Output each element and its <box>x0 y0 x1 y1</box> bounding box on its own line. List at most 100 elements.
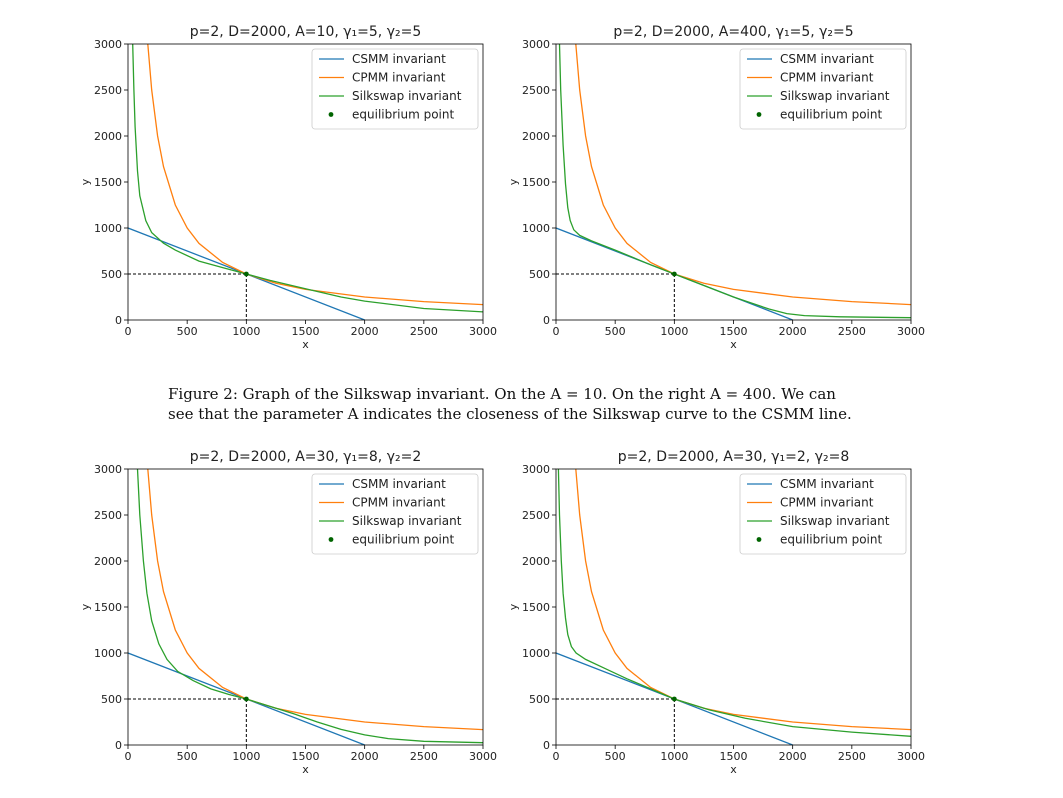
legend-label-silkswap-invariant: Silkswap invariant <box>352 89 462 103</box>
y-tick-label: 0 <box>115 314 122 327</box>
legend-label-csmm-invariant: CSMM invariant <box>780 477 874 491</box>
legend-swatch-equilibrium-point <box>328 537 334 542</box>
y-tick-label: 1500 <box>522 601 550 614</box>
y-tick-label: 2500 <box>94 509 122 522</box>
legend-label-equilibrium-point: equilibrium point <box>780 533 883 547</box>
chart-bottom-right: p=2, D=2000, A=30, γ₁=2, γ₂=8 0 500 1000 150… <box>507 449 925 776</box>
y-tick-label: 2000 <box>522 555 550 568</box>
y-tick-label: 3000 <box>522 463 550 476</box>
legend-label-equilibrium-point: equilibrium point <box>352 533 455 547</box>
x-tick-label: 500 <box>605 325 626 338</box>
x-tick-label: 500 <box>605 750 626 763</box>
x-axis-label: x <box>302 338 309 351</box>
figure-caption: Figure 2: Graph of the Silkswap invarian… <box>168 384 888 424</box>
x-tick-label: 1000 <box>660 325 688 338</box>
x-tick-label: 0 <box>125 750 132 763</box>
x-axis-label: x <box>302 763 309 776</box>
x-tick-label: 2500 <box>838 325 866 338</box>
x-tick-label: 3000 <box>469 325 497 338</box>
y-axis-label: y <box>79 178 92 185</box>
x-tick-label: 2000 <box>779 750 807 763</box>
legend-label-equilibrium-point: equilibrium point <box>780 108 883 122</box>
y-tick-label: 500 <box>101 268 122 281</box>
y-tick-label: 2000 <box>94 555 122 568</box>
y-tick-label: 3000 <box>94 463 122 476</box>
x-tick-label: 1000 <box>232 325 260 338</box>
legend-label-csmm-invariant: CSMM invariant <box>352 52 446 66</box>
caption-line-1: Figure 2: Graph of the Silkswap invarian… <box>168 385 836 403</box>
legend-box <box>311 473 479 555</box>
y-tick-label: 500 <box>101 693 122 706</box>
cpmm-invariant-line <box>575 44 911 306</box>
legend-label-silkswap-invariant: Silkswap invariant <box>352 514 462 528</box>
y-tick-label: 1500 <box>94 176 122 189</box>
x-tick-label: 500 <box>177 750 198 763</box>
legend-box <box>739 48 907 130</box>
x-tick-label: 0 <box>125 325 132 338</box>
equilibrium-point-marker <box>243 696 249 702</box>
y-tick-label: 3000 <box>94 38 122 51</box>
equilibrium-point-marker <box>243 271 249 277</box>
y-tick-label: 1000 <box>94 647 122 660</box>
silkswap-invariant-line <box>132 44 483 313</box>
y-tick-label: 2000 <box>522 130 550 143</box>
legend-label-cpmm-invariant: CPMM invariant <box>352 496 446 510</box>
x-tick-label: 1000 <box>232 750 260 763</box>
y-tick-label: 1500 <box>94 601 122 614</box>
x-tick-label: 1500 <box>292 750 320 763</box>
chart-top-left: p=2, D=2000, A=10, γ₁=5, γ₂=5 0 500 1000 150… <box>79 24 497 351</box>
chart-title: p=2, D=2000, A=400, γ₁=5, γ₂=5 <box>613 24 853 40</box>
x-tick-label: 2500 <box>838 750 866 763</box>
x-tick-label: 2500 <box>410 750 438 763</box>
x-tick-label: 1500 <box>720 325 748 338</box>
x-tick-label: 500 <box>177 325 198 338</box>
legend-label-silkswap-invariant: Silkswap invariant <box>780 514 890 528</box>
legend-label-cpmm-invariant: CPMM invariant <box>780 496 874 510</box>
chart-title: p=2, D=2000, A=10, γ₁=5, γ₂=5 <box>190 24 421 40</box>
silkswap-invariant-line <box>136 469 483 744</box>
y-tick-label: 2000 <box>94 130 122 143</box>
y-tick-label: 1000 <box>522 647 550 660</box>
y-tick-label: 500 <box>529 268 550 281</box>
equilibrium-point-marker <box>671 696 677 702</box>
x-axis-label: x <box>730 763 737 776</box>
equilibrium-point-marker <box>671 271 677 277</box>
y-tick-label: 2500 <box>522 84 550 97</box>
x-tick-label: 1000 <box>660 750 688 763</box>
legend-label-equilibrium-point: equilibrium point <box>352 108 455 122</box>
x-axis-label: x <box>730 338 737 351</box>
x-tick-label: 1500 <box>292 325 320 338</box>
x-tick-label: 2500 <box>410 325 438 338</box>
y-tick-label: 2500 <box>94 84 122 97</box>
legend-label-csmm-invariant: CSMM invariant <box>780 52 874 66</box>
y-tick-label: 3000 <box>522 38 550 51</box>
legend-box <box>311 48 479 130</box>
chart-bottom-left: p=2, D=2000, A=30, γ₁=8, γ₂=2 0 500 1000 150… <box>79 449 497 776</box>
silkswap-invariant-line <box>557 469 911 737</box>
x-tick-label: 3000 <box>897 750 925 763</box>
x-tick-label: 2000 <box>351 325 379 338</box>
chart-title: p=2, D=2000, A=30, γ₁=2, γ₂=8 <box>618 449 849 465</box>
x-tick-label: 0 <box>553 750 560 763</box>
y-axis-label: y <box>507 603 520 610</box>
legend-swatch-equilibrium-point <box>756 537 762 542</box>
y-tick-label: 1000 <box>522 222 550 235</box>
cpmm-invariant-line <box>147 44 483 306</box>
y-tick-label: 1500 <box>522 176 550 189</box>
y-tick-label: 500 <box>529 693 550 706</box>
legend-swatch-equilibrium-point <box>756 112 762 117</box>
y-tick-label: 0 <box>543 314 550 327</box>
x-tick-label: 3000 <box>469 750 497 763</box>
y-tick-label: 2500 <box>522 509 550 522</box>
legend-label-cpmm-invariant: CPMM invariant <box>780 71 874 85</box>
x-tick-label: 0 <box>553 325 560 338</box>
caption-line-2: see that the parameter A indicates the c… <box>168 405 852 423</box>
y-tick-label: 0 <box>543 739 550 752</box>
y-tick-label: 1000 <box>94 222 122 235</box>
legend-swatch-equilibrium-point <box>328 112 334 117</box>
chart-title: p=2, D=2000, A=30, γ₁=8, γ₂=2 <box>190 449 421 465</box>
legend-label-cpmm-invariant: CPMM invariant <box>352 71 446 85</box>
x-tick-label: 2000 <box>351 750 379 763</box>
x-tick-label: 2000 <box>779 325 807 338</box>
silkswap-invariant-line <box>558 44 911 319</box>
